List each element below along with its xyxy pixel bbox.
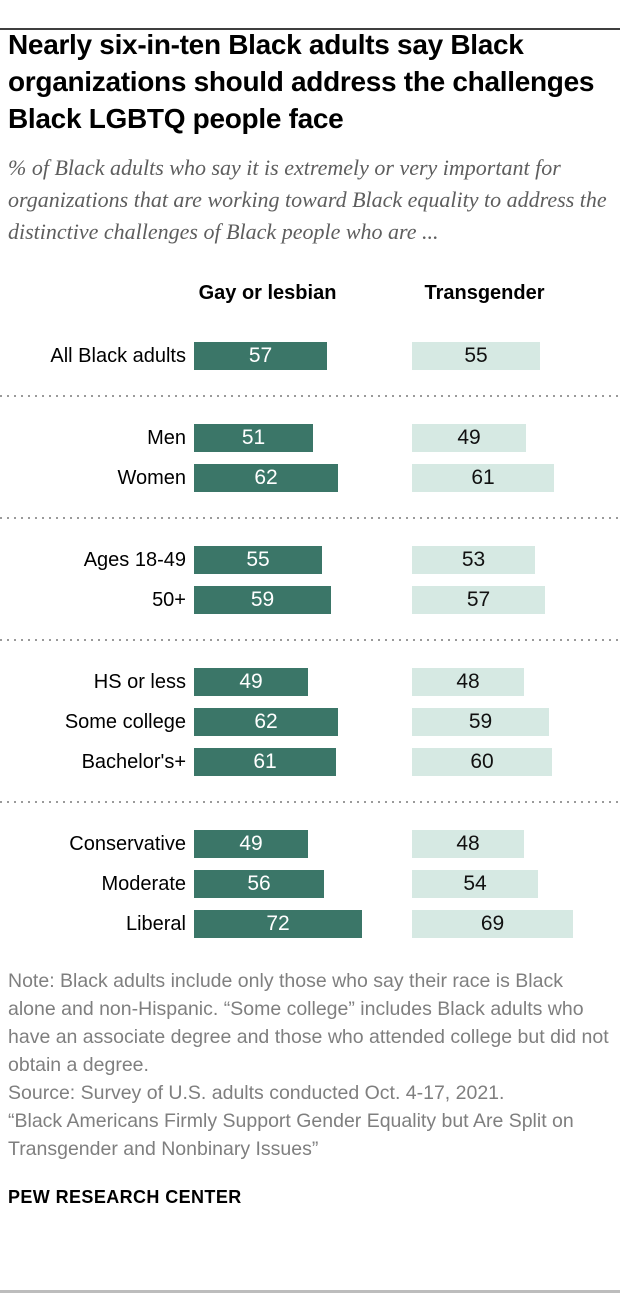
gay-or-lesbian-bar: 51 (194, 424, 313, 452)
chart-row: Men 51 49 (0, 418, 620, 458)
transgender-bar-track: 55 (412, 342, 620, 370)
column-header-gay-or-lesbian: Gay or lesbian (198, 282, 337, 304)
gay-or-lesbian-bar-track: 51 (194, 424, 412, 452)
transgender-bar: 69 (412, 910, 573, 938)
gay-or-lesbian-bar-track: 49 (194, 830, 412, 858)
gay-or-lesbian-bar: 55 (194, 546, 322, 574)
row-label: 50+ (152, 588, 186, 611)
row-label: Bachelor's+ (81, 750, 186, 773)
column-headers: Gay or lesbian Transgender (0, 282, 620, 308)
gay-or-lesbian-bar: 59 (194, 586, 331, 614)
column-header-transgender: Transgender (424, 282, 545, 304)
chart-subtitle: % of Black adults who say it is extremel… (8, 155, 607, 244)
chart-group: Ages 18-49 55 53 50+ 59 57 (0, 540, 620, 620)
pew-research-center-wordmark: PEW RESEARCH CENTER (8, 1187, 242, 1207)
transgender-bar-track: 54 (412, 870, 620, 898)
chart-row: Women 62 61 (0, 458, 620, 498)
footer-section: Note: Black adults include only those wh… (0, 967, 620, 1208)
gay-or-lesbian-bar-track: 62 (194, 464, 412, 492)
transgender-bar-track: 49 (412, 424, 620, 452)
transgender-bar: 61 (412, 464, 554, 492)
transgender-bar-track: 61 (412, 464, 620, 492)
gay-or-lesbian-bar: 57 (194, 342, 327, 370)
note-text: Note: Black adults include only those wh… (8, 970, 609, 1076)
header-section: Nearly six-in-ten Black adults say Black… (0, 26, 620, 248)
group-divider (0, 639, 620, 641)
transgender-bar: 57 (412, 586, 545, 614)
transgender-bar: 59 (412, 708, 549, 736)
source-text: Source: Survey of U.S. adults conducted … (8, 1082, 505, 1104)
gay-or-lesbian-bar: 62 (194, 708, 338, 736)
gay-or-lesbian-bar-track: 49 (194, 668, 412, 696)
gay-or-lesbian-bar: 61 (194, 748, 336, 776)
transgender-bar-track: 59 (412, 708, 620, 736)
row-label: Some college (64, 710, 186, 733)
transgender-bar: 48 (412, 830, 524, 858)
chart-group: All Black adults 57 55 (0, 336, 620, 376)
chart-row: Liberal 72 69 (0, 904, 620, 944)
transgender-bar: 60 (412, 748, 552, 776)
transgender-bar-track: 53 (412, 546, 620, 574)
transgender-bar-track: 69 (412, 910, 620, 938)
row-label: HS or less (93, 670, 186, 693)
gay-or-lesbian-bar: 49 (194, 668, 308, 696)
transgender-bar: 54 (412, 870, 538, 898)
row-label: Moderate (101, 872, 187, 895)
chart-row: All Black adults 57 55 (0, 336, 620, 376)
gay-or-lesbian-bar-track: 56 (194, 870, 412, 898)
chart-group: Conservative 49 48 Moderate 56 54 Liberal 72 69 (0, 824, 620, 944)
transgender-bar: 48 (412, 668, 524, 696)
chart-title: Nearly six-in-ten Black adults say Black… (8, 29, 595, 134)
top-border-rule (0, 28, 620, 30)
chart-group: HS or less 49 48 Some college 62 59 Bachelor's… (0, 662, 620, 782)
gay-or-lesbian-bar: 56 (194, 870, 324, 898)
row-label: Liberal (125, 912, 186, 935)
row-label: All Black adults (50, 344, 186, 367)
transgender-bar: 49 (412, 424, 526, 452)
transgender-bar-track: 57 (412, 586, 620, 614)
chart-row: HS or less 49 48 (0, 662, 620, 702)
chart-group: Men 51 49 Women 62 61 (0, 418, 620, 498)
transgender-bar-track: 48 (412, 668, 620, 696)
gay-or-lesbian-bar-track: 72 (194, 910, 412, 938)
report-title-text: “Black Americans Firmly Support Gender E… (8, 1110, 574, 1160)
row-label: Conservative (69, 832, 186, 855)
chart-row: Bachelor's+ 61 60 (0, 742, 620, 782)
group-divider (0, 395, 620, 397)
chart-row: Some college 62 59 (0, 702, 620, 742)
bar-chart: Gay or lesbian Transgender All Black adu… (0, 282, 620, 944)
chart-row: Moderate 56 54 (0, 864, 620, 904)
gay-or-lesbian-bar-track: 61 (194, 748, 412, 776)
chart-body: All Black adults 57 55 Men 51 49 Women 62 61 Ages… (0, 336, 620, 944)
gay-or-lesbian-bar-track: 62 (194, 708, 412, 736)
group-divider (0, 517, 620, 519)
bottom-border-rule (0, 1290, 620, 1293)
gay-or-lesbian-bar-track: 59 (194, 586, 412, 614)
transgender-bar-track: 48 (412, 830, 620, 858)
chart-row: 50+ 59 57 (0, 580, 620, 620)
chart-row: Conservative 49 48 (0, 824, 620, 864)
gay-or-lesbian-bar-track: 57 (194, 342, 412, 370)
gay-or-lesbian-bar: 72 (194, 910, 362, 938)
transgender-bar: 53 (412, 546, 535, 574)
transgender-bar-track: 60 (412, 748, 620, 776)
row-label: Ages 18-49 (83, 548, 186, 571)
gay-or-lesbian-bar: 49 (194, 830, 308, 858)
group-divider (0, 801, 620, 803)
gay-or-lesbian-bar-track: 55 (194, 546, 412, 574)
row-label: Men (147, 426, 186, 449)
transgender-bar: 55 (412, 342, 540, 370)
chart-row: Ages 18-49 55 53 (0, 540, 620, 580)
gay-or-lesbian-bar: 62 (194, 464, 338, 492)
row-label: Women (117, 466, 186, 489)
